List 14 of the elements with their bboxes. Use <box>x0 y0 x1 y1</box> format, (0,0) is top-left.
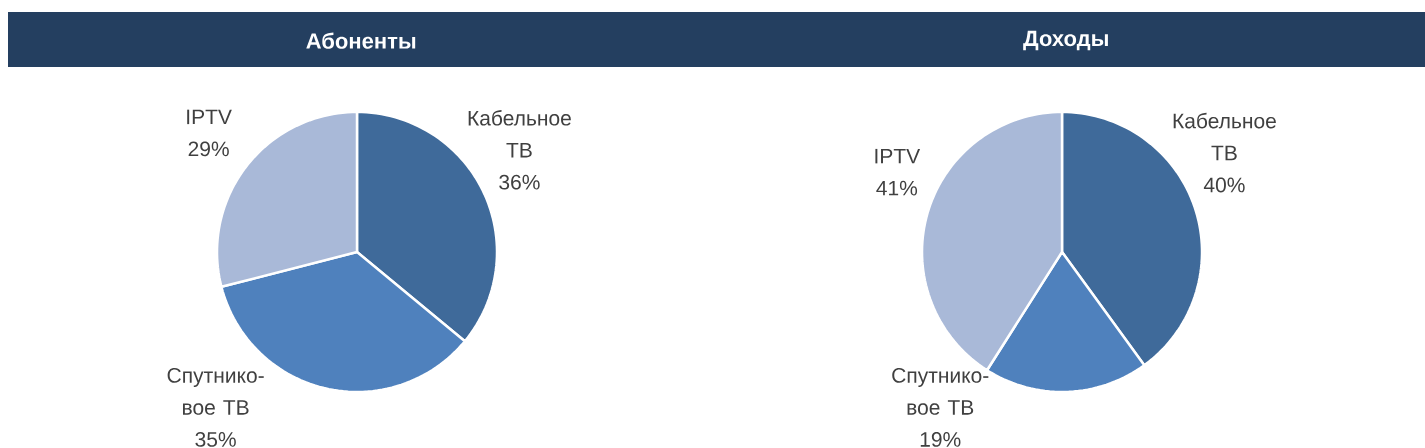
data-label: 35% <box>195 431 236 447</box>
slice-label: Спутнико-вое ТВ <box>892 367 989 415</box>
data-label: 41% <box>876 180 918 196</box>
slice-label: Кабельное ТВ <box>1173 112 1276 161</box>
slice-label: IPTV <box>875 148 921 164</box>
data-label: 19% <box>920 431 961 447</box>
data-label: 36% <box>499 174 540 190</box>
chart-title: Абоненты <box>306 32 416 49</box>
slice-label: IPTV <box>187 109 232 125</box>
data-label: 29% <box>188 141 229 157</box>
slice-label: Кабельное ТВ <box>468 109 571 158</box>
data-label: 40% <box>1203 177 1245 193</box>
slice-label: Спутнико-вое ТВ <box>167 367 264 415</box>
chart-title: Доходы <box>1023 30 1108 51</box>
